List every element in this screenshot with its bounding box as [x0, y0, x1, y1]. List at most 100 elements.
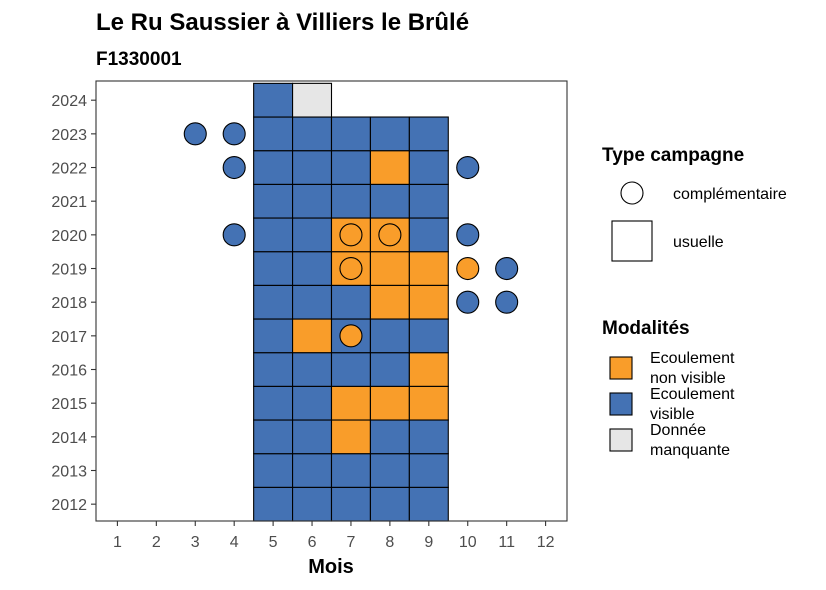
- x-tick-label: 2: [152, 534, 161, 551]
- tile-2019-6: [292, 251, 333, 286]
- tile-2022-6: [292, 150, 333, 185]
- legend-usuelle-key: [611, 220, 653, 262]
- x-tick-label: 8: [385, 534, 394, 551]
- point-2020-10: [456, 223, 480, 247]
- tile-2017-8: [369, 318, 410, 354]
- y-axis: 2012 2013 2014 2015 2016 2017 2018 2019 2020 2021…: [51, 93, 96, 514]
- tile-2022-5: [253, 150, 294, 185]
- x-axis: 1 2 3 4 5 6 7 8 9 10 11 12: [113, 521, 555, 551]
- y-tick-label: 2014: [51, 430, 87, 447]
- tile-2023-7: [330, 116, 371, 152]
- tile-2018-8: [369, 284, 410, 320]
- legend-visible-label-line1: Ecoulement: [650, 386, 735, 403]
- tile-2023-6: [292, 116, 333, 152]
- y-tick-label: 2024: [51, 93, 87, 110]
- legend-complementaire-key: [620, 181, 644, 205]
- chart-subtitle: F1330001: [96, 49, 182, 70]
- x-tick-label: 7: [347, 534, 356, 551]
- point-2019-10: [456, 256, 480, 281]
- tile-2023-8: [369, 116, 410, 152]
- tile-2018-7: [330, 284, 371, 320]
- y-tick-label: 2013: [51, 464, 87, 481]
- tile-2016-9: [408, 352, 449, 387]
- legend-type-title: Type campagne: [602, 145, 744, 166]
- legend-visible-key: [609, 392, 633, 416]
- point-2022-10: [456, 155, 480, 180]
- tile-2022-8: [369, 150, 410, 185]
- tile-2021-8: [369, 183, 410, 219]
- tile-2012-6: [292, 486, 333, 522]
- legend-usuelle-label: usuelle: [673, 234, 724, 251]
- tile-2020-6: [292, 217, 333, 253]
- tile-2014-5: [253, 419, 294, 455]
- tile-2014-7: [330, 419, 371, 455]
- x-tick-label: 4: [230, 534, 239, 551]
- legend-missing-label-line2: manquante: [650, 442, 730, 459]
- tile-2024-6: [292, 82, 333, 118]
- tile-2018-5: [253, 284, 294, 320]
- panel-border: [95, 80, 568, 522]
- legend-non_visible-key: [609, 356, 633, 380]
- plot-area: [183, 82, 519, 522]
- tile-2024-5: [253, 82, 294, 118]
- x-tick-label: 11: [498, 534, 515, 551]
- tile-2015-9: [408, 385, 449, 421]
- x-tick-label: 6: [308, 534, 317, 551]
- tile-2018-9: [408, 284, 449, 320]
- legend-non_visible-label-line2: non visible: [650, 370, 726, 387]
- point-2017-7: [339, 324, 363, 348]
- point-2019-11: [495, 256, 519, 281]
- tile-2013-8: [369, 453, 410, 488]
- tile-2021-5: [253, 183, 294, 219]
- legend-missing-key: [609, 428, 633, 452]
- tile-2022-9: [408, 150, 449, 185]
- legend-visible-label-line2: visible: [650, 406, 695, 423]
- tile-2019-9: [408, 251, 449, 286]
- tile-2015-8: [369, 385, 410, 421]
- tile-2021-7: [330, 183, 371, 219]
- tile-2021-9: [408, 183, 449, 219]
- y-tick-label: 2017: [51, 329, 87, 346]
- legend-missing-label-line1: Donnée: [650, 422, 706, 439]
- tile-2019-8: [369, 251, 410, 286]
- tile-2015-7: [330, 385, 371, 421]
- x-tick-label: 3: [191, 534, 200, 551]
- tile-2014-9: [408, 419, 449, 455]
- point-2018-10: [456, 290, 480, 314]
- x-tick-label: 9: [424, 534, 433, 551]
- tile-2018-6: [292, 284, 333, 320]
- legend-modalites-title: Modalités: [602, 318, 690, 339]
- y-tick-label: 2012: [51, 497, 87, 514]
- point-2022-4: [222, 155, 246, 180]
- x-tick-label: 5: [269, 534, 278, 551]
- x-tick-label: 1: [113, 534, 122, 551]
- point-2023-4: [222, 122, 246, 146]
- tile-2013-6: [292, 453, 333, 488]
- tile-2017-5: [253, 318, 294, 354]
- legend-complementaire-label: complémentaire: [673, 186, 787, 203]
- point-2020-7: [339, 223, 363, 247]
- tile-2013-5: [253, 453, 294, 488]
- tile-2013-9: [408, 453, 449, 488]
- tile-2022-7: [330, 150, 371, 185]
- point-2023-3: [183, 122, 207, 146]
- tile-2013-7: [330, 453, 371, 488]
- tile-2021-6: [292, 183, 333, 219]
- x-axis-title: Mois: [308, 556, 354, 578]
- y-tick-label: 2023: [51, 127, 87, 144]
- tile-2023-5: [253, 116, 294, 152]
- tile-2016-8: [369, 352, 410, 387]
- tile-2016-6: [292, 352, 333, 387]
- tile-2016-5: [253, 352, 294, 387]
- y-tick-label: 2022: [51, 161, 87, 178]
- tile-2014-6: [292, 419, 333, 455]
- tile-2019-5: [253, 251, 294, 286]
- point-2020-4: [222, 223, 246, 247]
- point-2020-8: [378, 223, 402, 247]
- tile-2015-5: [253, 385, 294, 421]
- tile-2016-7: [330, 352, 371, 387]
- point-2019-7: [339, 256, 363, 281]
- tile-2012-9: [408, 486, 449, 522]
- legend-non_visible-label-line1: Ecoulement: [650, 350, 735, 367]
